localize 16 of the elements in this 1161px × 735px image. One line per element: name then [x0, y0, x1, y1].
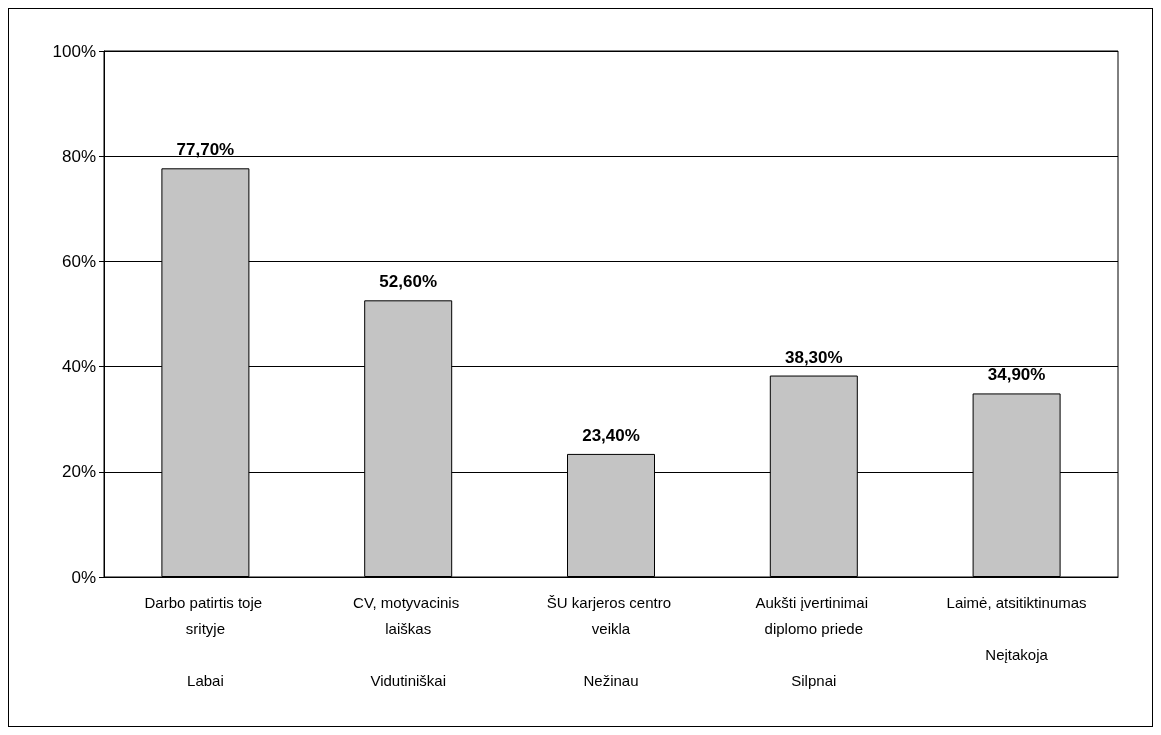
data-label: 77,70% — [176, 140, 235, 160]
y-tick-label: 20% — [61, 462, 96, 482]
y-tick-label: 40% — [61, 357, 96, 377]
category-label: ŠU karjeros centro veikla Nežinau — [546, 593, 672, 689]
y-tick-label: 60% — [61, 251, 96, 271]
y-tick-label: 100% — [52, 41, 96, 61]
category-label: Aukšti įvertinimai diplomo priede Silpnai — [755, 593, 868, 689]
category-label: Darbo patirtis toje srityje Labai — [144, 593, 263, 689]
y-tick-label: 80% — [61, 146, 96, 166]
category-label: CV, motyvacinis laiškas Vidutiniškai — [353, 593, 460, 689]
data-label: 52,60% — [379, 272, 438, 292]
data-label: 34,90% — [987, 365, 1046, 385]
data-label: 23,40% — [582, 425, 640, 445]
category-label: Laimė, atsitiktinumas Neįtakoja — [946, 593, 1087, 663]
data-label: 38,30% — [784, 347, 843, 367]
y-tick-label: 0% — [71, 567, 96, 587]
